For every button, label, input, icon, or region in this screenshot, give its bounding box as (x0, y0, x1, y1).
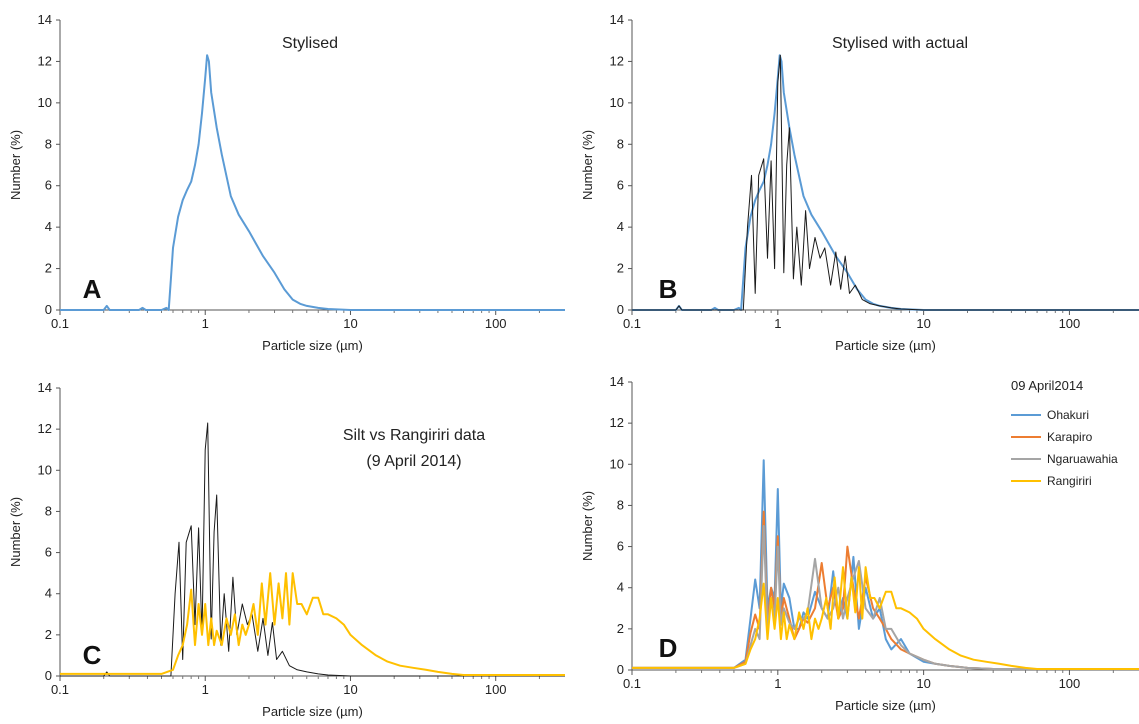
y-tick-label: 0 (45, 668, 52, 683)
x-axis-label: Particle size (µm) (262, 704, 363, 719)
legend: 09 April2014 Ohakuri Karapiro Ngaruawahia Ra… (1011, 378, 1118, 488)
y-tick-label: 6 (617, 178, 624, 193)
x-tick-label: 1 (774, 676, 781, 691)
y-tick-label: 2 (45, 627, 52, 642)
y-tick-label: 4 (45, 586, 52, 601)
chart-panel-a: 0 2 4 6 8 10 12 14 0.1 1 10 100 Particle size (µm) Nu… (8, 12, 565, 353)
chart-subtitle: (9 April 2014) (366, 453, 461, 470)
x-tick-label: 10 (343, 682, 357, 697)
legend-entry: Ohakuri (1047, 408, 1089, 422)
y-tick-label: 8 (45, 503, 52, 518)
y-tick-label: 2 (617, 261, 624, 276)
x-tick-label: 100 (1059, 316, 1081, 331)
panel-label: A (83, 274, 102, 304)
series-line-actual (60, 422, 565, 677)
legend-title: 09 April2014 (1011, 378, 1083, 393)
y-tick-label: 12 (610, 53, 624, 68)
x-tick-label: 0.1 (623, 316, 641, 331)
x-tick-label: 1 (202, 316, 209, 331)
x-tick-label: 10 (916, 316, 930, 331)
y-tick-label: 10 (610, 456, 624, 471)
panel-label: D (659, 633, 678, 663)
legend-entry: Rangiriri (1047, 474, 1092, 488)
x-axis-label: Particle size (µm) (835, 338, 936, 353)
y-tick-label: 8 (617, 497, 624, 512)
legend-entry: Ngaruawahia (1047, 452, 1118, 466)
chart-panel-b: 0 2 4 6 8 10 12 14 0.1 1 10 100 Particle size (µm) Nu… (580, 12, 1139, 353)
series-line-stylised (632, 54, 1139, 311)
y-axis-label: Number (%) (8, 497, 23, 567)
chart-panel-d: 0 2 4 6 8 10 12 14 0.1 1 10 100 Particle size (µm) Nu… (580, 374, 1139, 713)
y-tick-label: 14 (38, 12, 52, 27)
series-line-karapiro (632, 510, 1139, 670)
y-axis-label: Number (%) (580, 491, 595, 561)
chart-title: Stylised with actual (832, 35, 968, 52)
series-line-actual (632, 54, 1139, 311)
chart-title: Silt vs Rangiriri data (343, 427, 485, 444)
panel-label: B (659, 274, 678, 304)
x-tick-label: 100 (485, 682, 507, 697)
y-tick-label: 12 (610, 415, 624, 430)
y-tick-label: 14 (38, 380, 52, 395)
y-tick-label: 4 (45, 219, 52, 234)
series-line-ngaruawahia (632, 525, 1139, 670)
y-tick-label: 10 (610, 95, 624, 110)
y-tick-label: 2 (45, 261, 52, 276)
x-tick-label: 100 (1059, 676, 1081, 691)
y-tick-label: 4 (617, 580, 624, 595)
x-tick-label: 10 (343, 316, 357, 331)
y-tick-label: 10 (38, 462, 52, 477)
legend-entry: Karapiro (1047, 430, 1093, 444)
series-line-rangiriri (632, 566, 1139, 670)
y-tick-label: 10 (38, 95, 52, 110)
x-tick-label: 0.1 (623, 676, 641, 691)
x-axis-label: Particle size (µm) (835, 698, 936, 713)
y-tick-label: 0 (617, 662, 624, 677)
x-tick-label: 0.1 (51, 682, 69, 697)
y-tick-label: 8 (45, 136, 52, 151)
y-tick-label: 14 (610, 374, 624, 389)
series-line-stylised (60, 54, 565, 311)
panel-label: C (83, 640, 102, 670)
y-tick-label: 12 (38, 421, 52, 436)
y-tick-label: 6 (45, 178, 52, 193)
x-axis-label: Particle size (µm) (262, 338, 363, 353)
y-axis-label: Number (%) (8, 130, 23, 200)
y-axis-label: Number (%) (580, 130, 595, 200)
x-tick-label: 1 (774, 316, 781, 331)
x-tick-label: 0.1 (51, 316, 69, 331)
x-tick-label: 10 (916, 676, 930, 691)
y-tick-label: 14 (610, 12, 624, 27)
x-tick-label: 1 (202, 682, 209, 697)
series-line-ohakuri (632, 459, 1139, 670)
y-tick-label: 0 (617, 302, 624, 317)
x-tick-label: 100 (485, 316, 507, 331)
y-tick-label: 0 (45, 302, 52, 317)
chart-title: Stylised (282, 35, 338, 52)
y-tick-label: 6 (617, 539, 624, 554)
chart-panel-c: 0 2 4 6 8 10 12 14 0.1 1 10 100 Particle size (µm) Nu… (8, 380, 565, 719)
y-tick-label: 4 (617, 219, 624, 234)
y-tick-label: 12 (38, 53, 52, 68)
y-tick-label: 6 (45, 545, 52, 560)
series-line-rangiriri (60, 572, 565, 676)
y-tick-label: 2 (617, 621, 624, 636)
y-tick-label: 8 (617, 136, 624, 151)
